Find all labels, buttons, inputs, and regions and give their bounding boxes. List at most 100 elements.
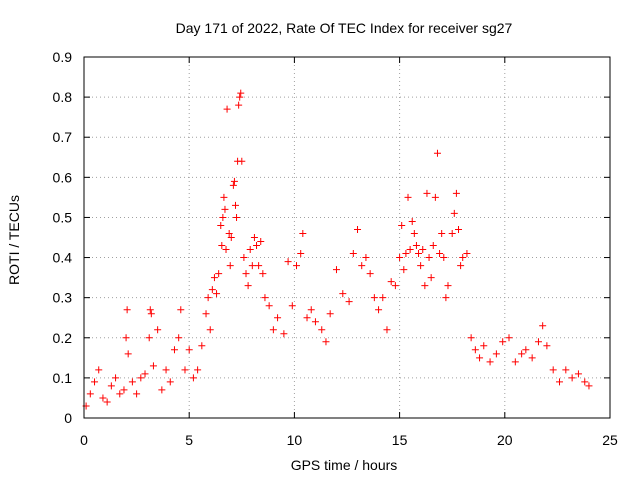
data-point-marker: [442, 294, 450, 302]
data-point-marker: [511, 358, 519, 366]
data-point-marker: [154, 326, 162, 334]
data-point-marker: [218, 242, 226, 250]
data-point-marker: [419, 246, 427, 254]
data-point-marker: [492, 350, 500, 358]
data-point-marker: [177, 306, 185, 314]
data-point-marker: [122, 334, 130, 342]
data-point-marker: [229, 181, 237, 189]
data-point-marker: [455, 225, 463, 233]
data-point-marker: [423, 189, 431, 197]
x-tick-labels: 0 5 10 15 20 25: [80, 432, 618, 448]
data-point-marker: [549, 366, 557, 374]
data-point-marker: [194, 366, 202, 374]
data-point-marker: [149, 362, 157, 370]
data-point-marker: [99, 394, 107, 402]
data-point-marker: [471, 346, 479, 354]
y-tick-label: 0.5: [53, 209, 73, 225]
data-point-marker: [123, 306, 131, 314]
data-point-marker: [124, 350, 132, 358]
data-point-marker: [585, 382, 593, 390]
data-point-marker: [206, 326, 214, 334]
data-point-marker: [288, 302, 296, 310]
data-point-marker: [198, 342, 206, 350]
data-point-marker: [528, 354, 536, 362]
data-point-marker: [467, 334, 475, 342]
data-point-marker: [387, 278, 395, 286]
data-point-marker: [223, 105, 231, 113]
y-tick-label: 0.8: [53, 89, 73, 105]
data-markers: [82, 89, 593, 410]
data-point-marker: [208, 286, 216, 294]
data-point-marker: [158, 386, 166, 394]
y-tick-label: 0: [64, 410, 72, 426]
data-point-marker: [91, 378, 99, 386]
data-point-marker: [349, 250, 357, 258]
data-point-marker: [370, 294, 378, 302]
data-point-marker: [248, 262, 256, 270]
grid-lines: [84, 57, 610, 418]
data-point-marker: [499, 338, 507, 346]
x-tick-label: 5: [185, 432, 193, 448]
data-point-marker: [429, 242, 437, 250]
data-point-marker: [185, 346, 193, 354]
data-point-marker: [452, 189, 460, 197]
data-point-marker: [146, 306, 154, 314]
x-tick-label: 10: [287, 432, 303, 448]
plot-area-border: [83, 56, 611, 419]
data-point-marker: [86, 390, 94, 398]
data-point-marker: [303, 314, 311, 322]
x-axis-label: GPS time / hours: [291, 457, 398, 473]
data-point-marker: [259, 270, 267, 278]
y-tick-label: 0.1: [53, 370, 73, 386]
y-tick-label: 0.2: [53, 330, 73, 346]
data-point-marker: [189, 374, 197, 382]
data-point-marker: [227, 234, 235, 241]
data-point-marker: [562, 366, 570, 374]
data-point-marker: [354, 225, 362, 233]
data-point-marker: [433, 149, 441, 157]
data-point-marker: [425, 254, 433, 262]
data-point-marker: [383, 326, 391, 334]
data-point-marker: [574, 370, 582, 378]
data-point-marker: [299, 229, 307, 237]
data-point-marker: [476, 354, 484, 362]
data-point-marker: [210, 274, 218, 282]
data-point-marker: [220, 193, 228, 201]
data-point-marker: [539, 322, 547, 330]
data-point-marker: [250, 234, 258, 241]
data-point-marker: [345, 298, 353, 306]
data-point-marker: [235, 101, 243, 109]
data-point-marker: [137, 374, 145, 382]
data-point-marker: [222, 246, 230, 254]
data-point-marker: [103, 398, 111, 406]
data-point-marker: [221, 205, 229, 213]
data-point-marker: [400, 266, 408, 274]
data-point-marker: [448, 229, 456, 237]
data-point-marker: [225, 229, 233, 237]
data-point-marker: [236, 93, 244, 101]
data-point-marker: [240, 254, 248, 262]
data-point-marker: [204, 294, 212, 302]
data-point-marker: [219, 213, 227, 221]
data-point-marker: [145, 334, 153, 342]
data-point-marker: [231, 201, 239, 209]
data-point-marker: [463, 250, 471, 258]
data-point-marker: [486, 358, 494, 366]
data-point-marker: [237, 89, 245, 97]
data-point-marker: [543, 342, 551, 350]
data-point-marker: [362, 254, 370, 262]
data-point-marker: [332, 266, 340, 274]
data-point-marker: [431, 193, 439, 201]
data-point-marker: [375, 306, 383, 314]
y-tick-label: 0.9: [53, 49, 73, 65]
data-point-marker: [522, 346, 530, 354]
data-point-marker: [556, 378, 564, 386]
x-tick-label: 20: [497, 432, 513, 448]
data-point-marker: [568, 374, 576, 382]
data-point-marker: [116, 390, 124, 398]
data-point-marker: [339, 290, 347, 298]
data-point-marker: [410, 229, 418, 237]
data-point-marker: [255, 262, 263, 270]
data-point-marker: [253, 242, 261, 250]
